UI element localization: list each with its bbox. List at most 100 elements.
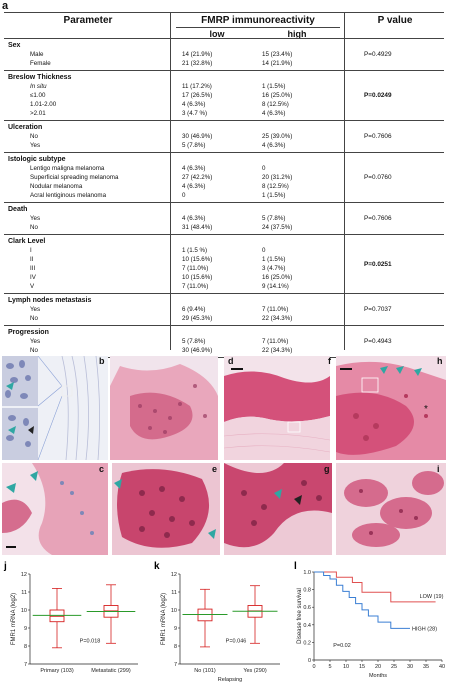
header-parameter: Parameter xyxy=(63,15,113,26)
cell-low: 11 (17.2%) xyxy=(182,83,212,90)
x-tick-label: 40 xyxy=(439,664,445,670)
y-tick-label: 0.2 xyxy=(303,640,311,646)
cell-low: 7 (11.0%) xyxy=(182,265,209,272)
table-row: Yes 6 (9.4%) 7 (11.0%) xyxy=(4,305,444,314)
p-value: P=0.7606 xyxy=(364,215,392,222)
table-row: Acral lentiginous melanoma 0 1 (1.5%) xyxy=(4,191,444,200)
image-g xyxy=(224,463,332,555)
header-high: high xyxy=(287,29,307,39)
cell-low: 27 (42.2%) xyxy=(182,174,213,181)
cell-low: 21 (32.8%) xyxy=(182,60,213,67)
cell-high: 4 (6.3%) xyxy=(262,142,286,149)
y-tick-label: 12 xyxy=(171,572,177,578)
header-divider xyxy=(4,38,444,39)
x-tick-label: Metastatic (299) xyxy=(91,668,131,674)
cell-low: 30 (46.9%) xyxy=(182,133,213,140)
cell-high: 25 (39.0%) xyxy=(262,133,293,140)
cell-low: 17 (26.5%) xyxy=(182,92,213,99)
section-title: Progression xyxy=(8,329,49,336)
table-row: V 7 (11.0%) 9 (14.1%) xyxy=(4,282,444,291)
table-row: III 7 (11.0%) 3 (4.7%) xyxy=(4,264,444,273)
image-e xyxy=(112,463,220,555)
panel-label-c: c xyxy=(99,464,105,474)
box-plot xyxy=(232,585,278,644)
section-title: Istologic subtype xyxy=(8,156,66,163)
y-tick-label: 12 xyxy=(21,572,27,578)
table-body: Sex Male 14 (21.9%) 15 (23.4%) Female 21 (32.… xyxy=(4,39,444,358)
cell-low: 7 (11.0%) xyxy=(182,283,209,290)
scale-bar xyxy=(6,546,16,548)
section-title: Clark Level xyxy=(8,238,46,245)
row-label: Lentigo maligna melanoma xyxy=(30,165,105,172)
x-tick-label: 15 xyxy=(359,664,365,670)
table-row: 1.01-2.00 4 (6.3%) 8 (12.5%) xyxy=(4,100,444,109)
table-row: >2.01 3 (4.7 %) 4 (6.3%) xyxy=(4,109,444,118)
chart-j: j 7 8 9 10 11 12 FMR1 mRNA (log2) Primary (103) M… xyxy=(0,560,160,685)
table-divider xyxy=(170,13,171,350)
row-label: IV xyxy=(30,274,36,281)
table-row: Yes 4 (6.3%) 5 (7.8%) xyxy=(4,214,444,223)
box-plot xyxy=(32,587,82,649)
p-value-annotation: P=0.046 xyxy=(226,638,247,644)
row-label: Nodular melanoma xyxy=(30,183,83,190)
row-label: III xyxy=(30,265,36,272)
x-tick-label: No (101) xyxy=(194,668,216,674)
cell-high: 3 (4.7%) xyxy=(262,265,286,272)
table-row: No 29 (45.3%) 22 (34.3%) xyxy=(4,314,444,323)
cell-low: 3 (4.7 %) xyxy=(182,110,208,117)
image-i xyxy=(336,463,446,555)
box-plot xyxy=(182,588,228,648)
chart-l-svg: l 0 0.2 0.4 0.6 0.8 1.0 0 5 10 15 20 25 30 35 40 Disease… xyxy=(294,561,445,679)
p-value: P=0.7037 xyxy=(364,306,392,313)
cell-high: 0 xyxy=(262,165,266,172)
row-label: V xyxy=(30,283,35,290)
image-c xyxy=(2,463,108,555)
row-label: Acral lentiginous melanoma xyxy=(30,192,107,199)
cell-low: 6 (9.4%) xyxy=(182,306,206,313)
x-tick-label: Yes (290) xyxy=(243,668,267,674)
table-row: Female 21 (32.8%) 14 (21.9%) xyxy=(4,59,444,68)
p-value: P=0.4943 xyxy=(364,338,392,345)
cell-high: 7 (11.0%) xyxy=(262,306,289,313)
row-label: No xyxy=(30,224,38,231)
scale-bar xyxy=(231,368,243,370)
cell-high: 15 (23.4%) xyxy=(262,51,293,58)
y-tick-label: 1.0 xyxy=(303,570,311,576)
table-section: Ulceration No 30 (46.9%) 25 (39.0%) Yes 5 (7.… xyxy=(4,121,444,153)
svg-text:*: * xyxy=(424,404,428,415)
cell-high: 24 (37.5%) xyxy=(262,224,293,231)
image-b xyxy=(2,356,108,460)
row-label: Yes xyxy=(30,142,41,149)
y-tick-label: 0.4 xyxy=(303,623,311,629)
cell-high: 4 (6.3%) xyxy=(262,110,286,117)
row-label: No xyxy=(30,347,38,354)
y-tick-label: 8 xyxy=(174,644,177,650)
x-tick-label: 30 xyxy=(407,664,413,670)
y-axis-label: FMR1 mRNA (log2) xyxy=(11,593,17,645)
table-row: Male 14 (21.9%) 15 (23.4%) xyxy=(4,50,444,59)
cell-low: 4 (6.3%) xyxy=(182,183,206,190)
image-d xyxy=(224,356,330,460)
table-section: Istologic subtype Lentigo maligna melanom… xyxy=(4,153,444,203)
cell-low: 4 (6.3%) xyxy=(182,101,206,108)
table-row: Nodular melanoma 4 (6.3%) 8 (12.5%) xyxy=(4,182,444,191)
row-label: 1.01-2.00 xyxy=(30,101,57,108)
y-tick-label: 7 xyxy=(24,662,27,668)
y-axis-label: Disease free survival xyxy=(297,588,303,644)
table-row: Superficial spreading melanoma 27 (42.2%)… xyxy=(4,173,444,182)
cell-low: 14 (21.9%) xyxy=(182,51,213,58)
cell-high: 22 (34.3%) xyxy=(262,347,293,354)
x-axis-label: Relapsing xyxy=(218,677,242,683)
panel-label-d: d xyxy=(228,356,234,366)
table-section: Death Yes 4 (6.3%) 5 (7.8%) No 31 (48.4%) 24 (… xyxy=(4,203,444,235)
table-row: II 10 (15.6%) 1 (1.5%) xyxy=(4,255,444,264)
cell-high: 16 (25.0%) xyxy=(262,92,293,99)
y-tick-label: 7 xyxy=(174,662,177,668)
row-label: Yes xyxy=(30,306,41,313)
p-value: P=0.0249 xyxy=(364,92,392,99)
table-section: Sex Male 14 (21.9%) 15 (23.4%) Female 21 (32.… xyxy=(4,39,444,71)
table-row: Yes 5 (7.8%) 4 (6.3%) xyxy=(4,141,444,150)
panel-label-a: a xyxy=(2,0,9,12)
scale-bar xyxy=(340,368,352,370)
cell-low: 0 xyxy=(182,192,186,199)
